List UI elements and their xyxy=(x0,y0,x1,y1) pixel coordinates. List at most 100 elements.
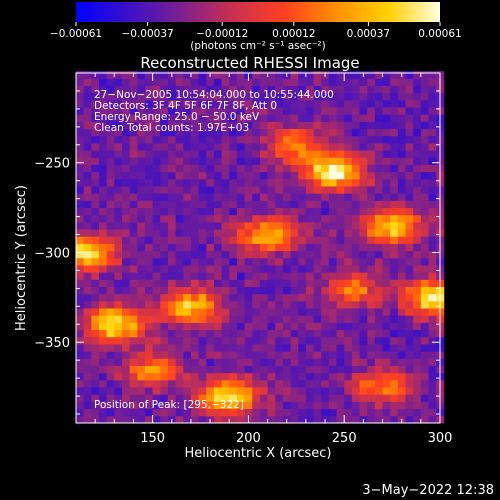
heatmap-cell xyxy=(259,257,268,266)
heatmap-cell xyxy=(413,178,422,187)
heatmap-cell xyxy=(83,286,92,295)
heatmap-cell xyxy=(76,178,85,187)
heatmap-cell xyxy=(313,344,322,352)
heatmap-cell xyxy=(236,171,245,180)
heatmap-cell xyxy=(328,336,337,345)
heatmap-cell xyxy=(374,372,383,381)
heatmap-cell xyxy=(83,243,92,252)
heatmap-cell xyxy=(229,394,238,402)
heatmap-cell xyxy=(213,164,222,173)
heatmap-cell xyxy=(183,229,192,237)
heatmap-cell xyxy=(428,229,437,237)
heatmap-cell xyxy=(259,71,268,79)
heatmap-cell xyxy=(160,351,169,359)
heatmap-cell xyxy=(282,207,291,216)
heatmap-cell xyxy=(321,408,330,417)
heatmap-cell xyxy=(305,236,314,244)
heatmap-cell xyxy=(144,85,154,94)
heatmap-cell xyxy=(114,401,123,410)
heatmap-cell xyxy=(259,229,268,237)
heatmap-cell xyxy=(344,121,353,130)
heatmap-cell xyxy=(129,372,138,381)
heatmap-cell xyxy=(344,200,353,209)
heatmap-cell xyxy=(160,150,169,158)
heatmap-cell xyxy=(190,236,200,244)
heatmap-cell xyxy=(129,200,138,209)
heatmap-cell xyxy=(413,135,422,144)
heatmap-cell xyxy=(98,308,108,316)
heatmap-cell xyxy=(305,265,314,273)
heatmap-cell xyxy=(175,157,184,165)
heatmap-cell xyxy=(282,279,291,287)
heatmap-cell xyxy=(344,114,353,122)
heatmap-cell xyxy=(121,365,131,374)
heatmap-cell xyxy=(190,157,200,165)
heatmap-cell xyxy=(275,243,284,252)
heatmap-cell xyxy=(305,300,314,309)
heatmap-cell xyxy=(359,214,368,223)
heatmap-cell xyxy=(160,236,169,244)
heatmap-cell xyxy=(413,128,422,137)
heatmap-cell xyxy=(167,344,177,352)
heatmap-cell xyxy=(267,121,276,130)
heatmap-cell xyxy=(167,150,177,158)
heatmap-cell xyxy=(114,365,123,374)
heatmap-cell xyxy=(198,243,207,252)
heatmap-cell xyxy=(160,221,169,230)
heatmap-cell xyxy=(160,372,169,381)
heatmap-cell xyxy=(359,236,368,244)
heatmap-cell xyxy=(244,85,253,94)
heatmap-cell xyxy=(121,200,131,209)
heatmap-cell xyxy=(121,379,131,388)
heatmap-cell xyxy=(98,394,108,402)
heatmap-cell xyxy=(252,128,261,137)
heatmap-cell xyxy=(121,121,131,130)
heatmap-cell xyxy=(374,178,383,187)
heatmap-cell xyxy=(167,265,177,273)
heatmap-cell xyxy=(114,243,123,252)
heatmap-cell xyxy=(328,358,337,366)
heatmap-cell xyxy=(344,221,353,230)
heatmap-cell xyxy=(198,415,207,424)
heatmap-cell xyxy=(198,329,207,338)
heatmap-cell xyxy=(374,200,383,209)
heatmap-cell xyxy=(405,85,414,94)
heatmap-cell xyxy=(83,236,92,244)
heatmap-cell xyxy=(160,229,169,237)
heatmap-cell xyxy=(305,78,314,86)
heatmap-cell xyxy=(236,322,245,331)
heatmap-cell xyxy=(83,379,92,388)
heatmap-cell xyxy=(206,365,215,374)
heatmap-cell xyxy=(382,164,391,173)
heatmap-cell xyxy=(428,272,437,280)
heatmap-cell xyxy=(91,186,100,194)
heatmap-cell xyxy=(344,150,353,158)
heatmap-cell xyxy=(351,171,360,180)
heatmap-cell xyxy=(91,121,100,130)
heatmap-cell xyxy=(137,279,146,287)
heatmap-cell xyxy=(420,121,429,130)
heatmap-cell xyxy=(413,243,422,252)
heatmap-cell xyxy=(290,415,299,424)
heatmap-cell xyxy=(275,279,284,287)
heatmap-cell xyxy=(106,135,115,144)
heatmap-cell xyxy=(259,128,268,137)
heatmap-cell xyxy=(413,257,422,266)
heatmap-cell xyxy=(374,308,383,316)
heatmap-cell xyxy=(91,243,100,252)
heatmap-cell xyxy=(351,78,360,86)
heatmap-cell xyxy=(152,300,161,309)
heatmap-cell xyxy=(175,71,184,79)
heatmap-cell xyxy=(405,99,414,108)
heatmap-cell xyxy=(336,200,345,209)
colorbar-tick-label: −0.00037 xyxy=(121,28,173,40)
heatmap-cell xyxy=(252,221,261,230)
heatmap-cell xyxy=(91,358,100,366)
heatmap-cell xyxy=(397,171,406,180)
heatmap-cell xyxy=(420,135,429,144)
heatmap-cell xyxy=(83,207,92,216)
heatmap-cell xyxy=(290,186,299,194)
heatmap-cell xyxy=(390,164,399,173)
heatmap-cell xyxy=(259,344,268,352)
heatmap-cell xyxy=(144,351,154,359)
